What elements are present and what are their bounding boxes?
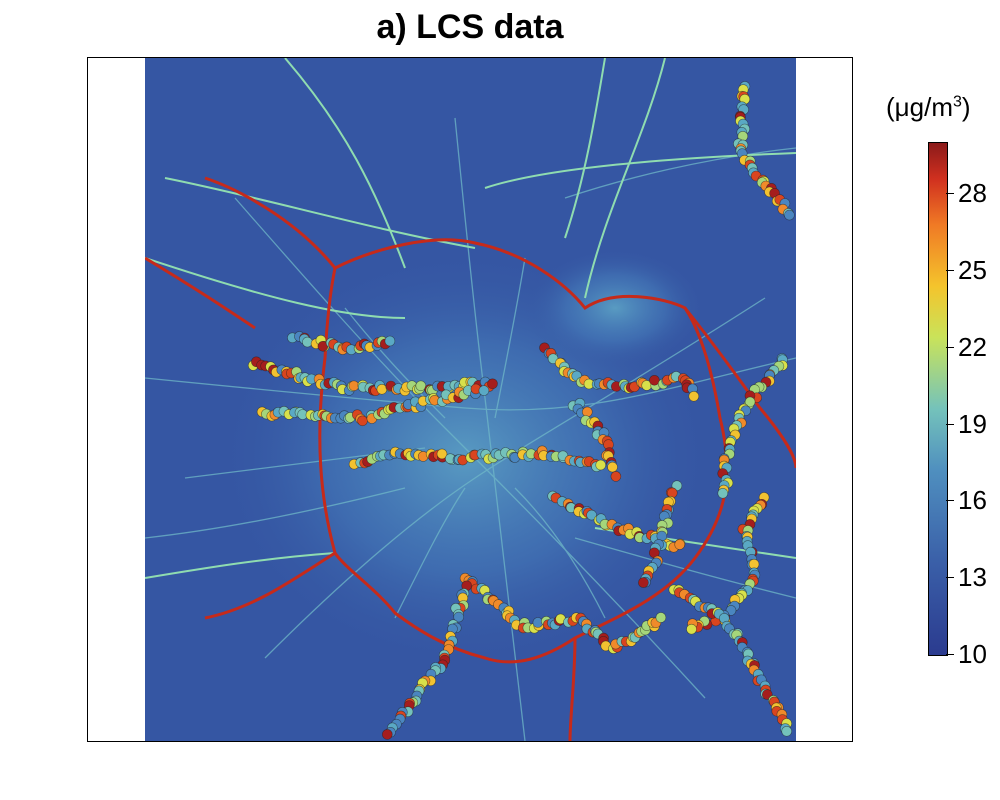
sensor-marker bbox=[649, 374, 660, 386]
sensor-marker bbox=[586, 509, 597, 521]
sensor-marker bbox=[384, 335, 396, 347]
sensor-marker bbox=[655, 612, 667, 623]
sensor-marker bbox=[674, 539, 686, 550]
sensor-marker bbox=[744, 396, 756, 408]
sensor-marker bbox=[686, 623, 697, 635]
colorbar-units: (μg/m3) bbox=[886, 92, 971, 122]
sensor-marker bbox=[595, 459, 607, 471]
sensor-marker bbox=[382, 729, 393, 740]
sensor-marker bbox=[302, 336, 313, 348]
concentration-map bbox=[145, 58, 796, 741]
map-frame bbox=[87, 57, 853, 742]
sensor-marker bbox=[607, 461, 618, 473]
sensor-marker bbox=[487, 378, 498, 390]
sensor-marker bbox=[717, 487, 729, 499]
colorbar-tick-label: 28 bbox=[958, 178, 987, 209]
colorbar-tick-label: 25 bbox=[958, 255, 987, 285]
sensor-marker bbox=[784, 209, 795, 221]
sensor-marker bbox=[376, 383, 388, 395]
sensor-marker bbox=[357, 415, 368, 427]
colorbar-tick-mark bbox=[946, 654, 954, 655]
sensor-marker bbox=[415, 380, 427, 392]
colorbar-tick-label: 16 bbox=[958, 485, 987, 516]
colorbar-tick-mark bbox=[946, 346, 954, 348]
colorbar-tick-mark bbox=[946, 423, 954, 425]
colorbar-tick-mark bbox=[946, 500, 954, 502]
sensor-marker bbox=[436, 448, 448, 460]
map-title: a) LCS data bbox=[376, 8, 564, 46]
minor-roads bbox=[145, 117, 796, 741]
urban-area-ne bbox=[525, 248, 705, 368]
colorbar-tick-label: 22 bbox=[958, 331, 987, 362]
lcs-markers bbox=[247, 81, 795, 740]
sensor-marker bbox=[638, 577, 649, 588]
ring-road bbox=[145, 176, 796, 741]
colorbar-tick-label: 13 bbox=[958, 562, 987, 593]
sensor-marker bbox=[478, 385, 490, 396]
sensor-marker bbox=[610, 471, 622, 482]
colorbar-tick-label: 19 bbox=[958, 408, 987, 439]
sensor-marker bbox=[453, 611, 465, 623]
colorbar bbox=[928, 142, 948, 656]
colorbar-tick-label: 10 bbox=[958, 639, 987, 669]
colorbar-tick-mark bbox=[946, 193, 954, 195]
sensor-marker bbox=[688, 390, 700, 402]
sensor-marker bbox=[781, 725, 793, 737]
colorbar-tick-mark bbox=[946, 577, 954, 579]
sensor-marker bbox=[581, 406, 593, 418]
sensor-marker bbox=[348, 380, 360, 392]
colorbar-tick-mark bbox=[946, 270, 954, 271]
